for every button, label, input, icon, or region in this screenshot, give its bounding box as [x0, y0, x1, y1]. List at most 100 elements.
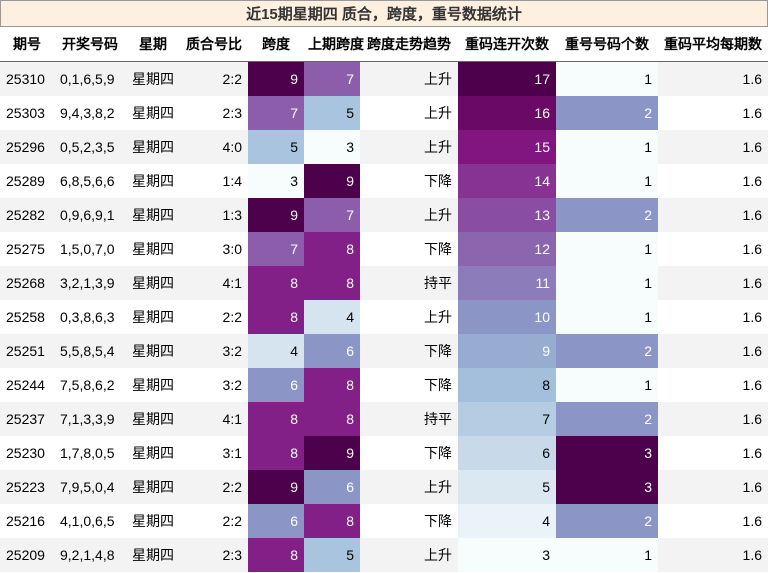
cell: 1.6 [742, 71, 762, 87]
cell: 星期四 [132, 445, 174, 461]
cell: 7 [248, 96, 304, 130]
cell: 25296 [6, 139, 45, 155]
cell: 星期四 [132, 241, 174, 257]
cell: 5,5,8,5,4 [60, 343, 115, 359]
cell: 1 [556, 232, 658, 266]
cell: 2 [556, 96, 658, 130]
cell: 8 [304, 368, 360, 402]
cell: 6 [248, 504, 304, 538]
cell: 7 [304, 61, 360, 96]
cell: 持平 [424, 411, 452, 427]
cell: 8 [248, 402, 304, 436]
cell: 2:2 [222, 71, 242, 87]
cell: 1,7,8,0,5 [60, 445, 115, 461]
cell: 2:3 [222, 105, 242, 121]
cell: 7,9,5,0,4 [60, 479, 115, 495]
cell: 8 [458, 368, 556, 402]
cell: 持平 [424, 275, 452, 291]
cell: 1,5,0,7,0 [60, 241, 115, 257]
cell: 9 [458, 334, 556, 368]
cell: 25251 [6, 343, 45, 359]
cell: 1.6 [742, 275, 762, 291]
cell: 1.6 [742, 547, 762, 563]
table-row: 25289 6,8,5,6,6 星期四 1:4 3 9 下降 14 1 1.6 [0, 164, 768, 198]
cell: 6 [248, 368, 304, 402]
cell: 5 [304, 96, 360, 130]
cell: 3:2 [222, 377, 242, 393]
cell: 1.6 [742, 241, 762, 257]
cell: 25244 [6, 377, 45, 393]
cell: 8 [304, 504, 360, 538]
cell: 0,1,6,5,9 [60, 71, 115, 87]
cell: 6 [304, 334, 360, 368]
cell: 4,1,0,6,5 [60, 513, 115, 529]
cell: 2 [556, 504, 658, 538]
cell: 0,5,2,3,5 [60, 139, 115, 155]
cell: 3 [556, 436, 658, 470]
column-header: 重号号码个数 [556, 27, 658, 62]
cell: 6 [304, 470, 360, 504]
table-row: 25216 4,1,0,6,5 星期四 2:2 6 8 下降 4 2 1.6 [0, 504, 768, 538]
cell: 上升 [424, 207, 452, 223]
cell: 25209 [6, 547, 45, 563]
cell: 7,5,8,6,2 [60, 377, 115, 393]
cell: 上升 [424, 309, 452, 325]
cell: 1.6 [742, 411, 762, 427]
table-row: 25282 0,9,6,9,1 星期四 1:3 9 7 上升 13 2 1.6 [0, 198, 768, 232]
cell: 上升 [424, 105, 452, 121]
cell: 12 [458, 232, 556, 266]
cell: 1.6 [742, 173, 762, 189]
cell: 16 [458, 96, 556, 130]
cell: 9 [304, 436, 360, 470]
cell: 8 [304, 266, 360, 300]
cell: 1.6 [742, 513, 762, 529]
cell: 25237 [6, 411, 45, 427]
cell: 4 [304, 300, 360, 334]
table-row: 25303 9,4,3,8,2 星期四 2:3 7 5 上升 16 2 1.6 [0, 96, 768, 130]
cell: 3,2,1,3,9 [60, 275, 115, 291]
cell: 星期四 [132, 343, 174, 359]
cell: 25216 [6, 513, 45, 529]
cell: 星期四 [132, 275, 174, 291]
cell: 2 [556, 334, 658, 368]
cell: 1.6 [742, 139, 762, 155]
table-row: 25223 7,9,5,0,4 星期四 2:2 9 6 上升 5 3 1.6 [0, 470, 768, 504]
table: 期号 开奖号码 星期 质合号比 跨度 上期跨度 跨度走势趋势 重码连开次数 重号号码个数 重码平均… [0, 27, 768, 572]
cell: 下降 [424, 445, 452, 461]
cell: 3:2 [222, 343, 242, 359]
cell: 25230 [6, 445, 45, 461]
cell: 9 [304, 164, 360, 198]
cell: 星期四 [132, 139, 174, 155]
column-header: 上期跨度 [304, 27, 364, 62]
cell: 星期四 [132, 377, 174, 393]
cell: 1.6 [742, 343, 762, 359]
cell: 3 [556, 470, 658, 504]
cell: 星期四 [132, 479, 174, 495]
column-header: 重码平均每期数 [658, 27, 768, 62]
cell: 1 [556, 130, 658, 164]
cell: 上升 [424, 547, 452, 563]
cell: 9 [248, 61, 304, 96]
cell: 星期四 [132, 105, 174, 121]
table-row: 25268 3,2,1,3,9 星期四 4:1 8 8 持平 11 1 1.6 [0, 266, 768, 300]
cell: 6,8,5,6,6 [60, 173, 115, 189]
table-row: 25251 5,5,8,5,4 星期四 3:2 4 6 下降 9 2 1.6 [0, 334, 768, 368]
cell: 1.6 [742, 309, 762, 325]
cell: 4 [458, 504, 556, 538]
cell: 9 [248, 470, 304, 504]
table-row: 25244 7,5,8,6,2 星期四 3:2 6 8 下降 8 1 1.6 [0, 368, 768, 402]
cell: 上升 [424, 479, 452, 495]
cell: 2 [556, 402, 658, 436]
cell: 2 [556, 198, 658, 232]
cell: 2:2 [222, 479, 242, 495]
cell: 0,9,6,9,1 [60, 207, 115, 223]
cell: 5 [248, 130, 304, 164]
cell: 7 [458, 402, 556, 436]
cell: 25268 [6, 275, 45, 291]
cell: 4:1 [222, 275, 242, 291]
cell: 9 [248, 198, 304, 232]
cell: 星期四 [132, 207, 174, 223]
cell: 0,3,8,6,3 [60, 309, 115, 325]
table-row: 25209 9,2,1,4,8 星期四 2:3 8 5 上升 3 1 1.6 [0, 538, 768, 572]
cell: 8 [248, 266, 304, 300]
